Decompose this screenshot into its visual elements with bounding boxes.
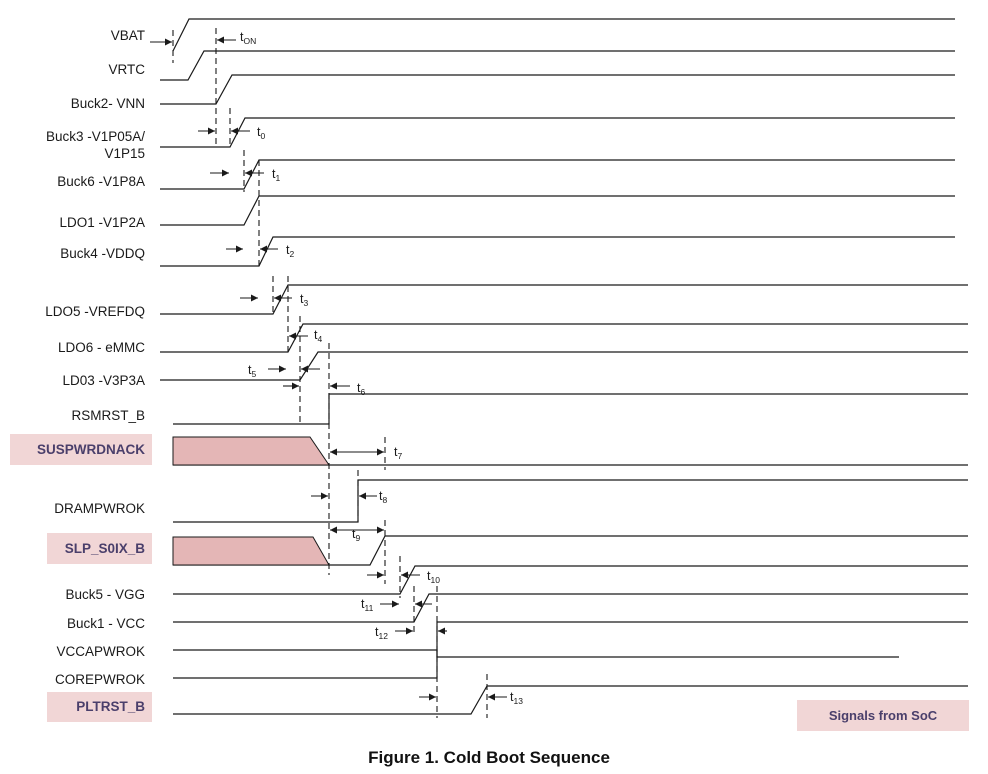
signal-label-buck6: Buck6 -V1P8A [57,174,145,189]
timing-label-t10: t10 [427,569,440,585]
signal-label-buck3-line2: V1P15 [104,146,145,161]
signal-label-buck5: Buck5 - VGG [65,587,145,602]
timing-label-t12: t12 [375,625,388,641]
wave-buck2 [160,74,955,105]
wave-ldo6 [160,323,968,353]
figure-caption: Figure 1. Cold Boot Sequence [368,748,610,767]
signal-label-slp: SLP_S0IX_B [65,541,146,556]
timing-label-t7: t7 [394,445,402,461]
soc-label-box-pltrst [47,692,152,722]
wave-ldo1 [160,195,955,226]
timing-label-t13: t13 [510,690,523,706]
signal-label-buck1: Buck1 - VCC [67,616,145,631]
wave-rsmrst [173,393,968,425]
timing-arrows [150,36,507,701]
timing-label-t2: t2 [286,243,294,259]
timing-label-t6: t6 [357,381,365,397]
timing-label-t9: t9 [352,527,360,543]
signal-label-rsmrst: RSMRST_B [71,408,145,423]
signal-label-drampwrok: DRAMPWROK [54,501,145,516]
timing-label-ton: tON [240,30,256,46]
timing-label-t0: t0 [257,125,265,141]
suspwrdnack-shaded-region [172,436,330,466]
timing-label-t4: t4 [314,328,322,344]
wave-buck5 [173,565,968,595]
signal-label-vccapwrok: VCCAPWROK [56,644,145,659]
soc-label-box-slp [47,533,152,564]
dashed-guides [172,28,488,718]
signal-label-buck3-line1: Buck3 -V1P05A/ [46,129,145,144]
wave-vbat [172,18,955,52]
timing-label-t5: t5 [248,363,256,379]
wave-buck3 [160,117,955,148]
wave-vccapwrok [173,649,899,658]
timing-label-t8: t8 [379,489,387,505]
signal-label-ldo6: LDO6 - eMMC [58,340,145,355]
legend-box [797,700,969,731]
signal-label-buck2: Buck2- VNN [71,96,145,111]
signal-label-vrtc: VRTC [108,62,145,77]
signal-label-ldo1: LDO1 -V1P2A [59,215,145,230]
signal-label-buck4: Buck4 -VDDQ [60,246,145,261]
signal-label-vbat: VBAT [111,28,145,43]
wave-vrtc [160,50,955,81]
wave-pltrst [173,685,968,715]
timing-label-t11: t11 [361,597,374,613]
wave-ldo5 [160,284,968,315]
signal-label-suspwrdnack: SUSPWRDNACK [37,442,145,457]
soc-label-box-suspwrdnack [10,434,152,465]
wave-ldo3 [160,351,968,381]
wave-buck1 [173,593,968,623]
signal-label-corepwrok: COREPWROK [55,672,145,687]
slp-shaded-region [172,536,330,566]
timing-label-t3: t3 [300,292,308,308]
signal-label-ldo5: LDO5 -VREFDQ [45,304,145,319]
legend-signals-from-soc: Signals from SoC [829,708,938,723]
wave-buck4 [160,236,955,267]
timing-label-t1: t1 [272,167,280,183]
signal-label-pltrst: PLTRST_B [76,699,145,714]
wave-drampwrok [173,479,968,523]
signal-label-ldo3: LD03 -V3P3A [62,373,145,388]
waveforms [160,18,968,715]
